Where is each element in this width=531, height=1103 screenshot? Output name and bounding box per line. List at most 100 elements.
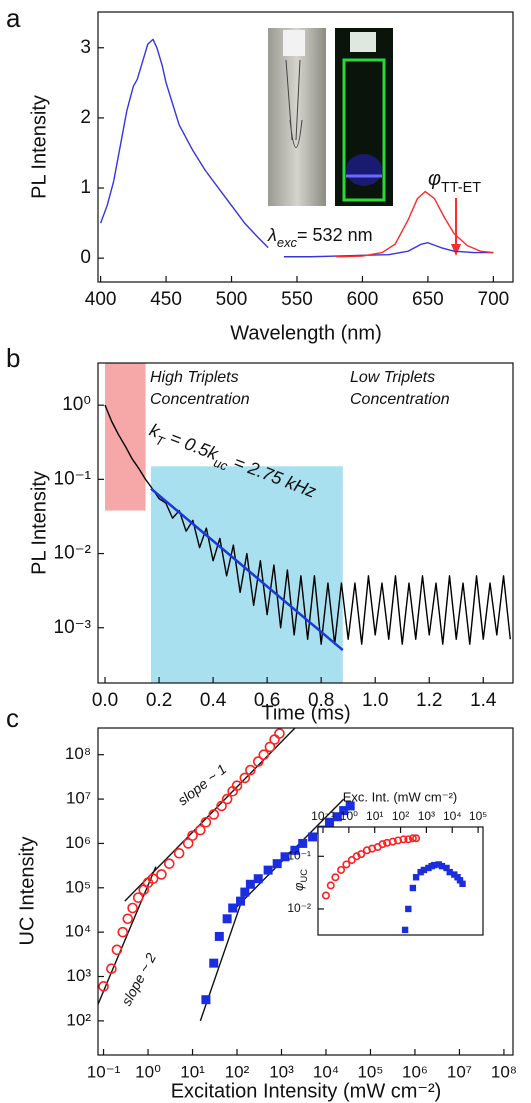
text-part: TT-ET (441, 180, 481, 196)
marker (404, 835, 413, 844)
marker (345, 801, 355, 811)
marker (446, 868, 453, 876)
shaded-region (105, 363, 146, 511)
text-part: uc (212, 455, 231, 474)
marker (216, 800, 227, 812)
region-label: High Triplets (150, 369, 239, 386)
x-axis-title: Time (ms) (261, 702, 350, 724)
x-tick-label: 0.6 (254, 690, 280, 711)
region-label: Concentration (350, 391, 450, 408)
x-tick-label: 10² (225, 1062, 250, 1081)
plot-frame (97, 362, 514, 684)
shaded-region (150, 466, 343, 683)
x-tick-label: 10⁵ (469, 809, 487, 823)
inset-background (318, 827, 483, 935)
marker (357, 850, 366, 859)
marker (308, 832, 318, 842)
x-tick-label: 10⁰ (340, 809, 358, 823)
marker (339, 806, 349, 816)
text-part: = 532 nm (297, 225, 373, 245)
x-tick-label: 10¹ (180, 1062, 205, 1081)
marker (438, 862, 446, 870)
photo-cuvette-uc (335, 28, 393, 206)
x-tick-label: 10³ (418, 809, 435, 823)
marker (435, 861, 442, 868)
marker (163, 858, 175, 869)
x-tick-label: 10⁴ (313, 1062, 339, 1081)
text-part: φ (291, 882, 306, 891)
x-tick-label: 0.8 (308, 690, 334, 711)
y-tick-label: 2 (80, 107, 91, 128)
x-tick-label: 10⁻¹ (311, 809, 335, 823)
marker (401, 926, 409, 934)
marker (187, 830, 198, 841)
x-tick-label: 0.0 (92, 690, 118, 711)
y-axis-title: UC Intensity (16, 837, 38, 946)
marker (117, 926, 129, 938)
marker (451, 871, 458, 878)
marker (331, 873, 340, 882)
y-tick-label: 10⁻³ (54, 617, 92, 638)
cap (350, 32, 376, 52)
panel-letter: a (6, 3, 21, 33)
cap (283, 30, 305, 56)
y-tick-label: 10⁶ (65, 833, 91, 852)
text-part: exc (277, 235, 298, 250)
y-axis-title: φUC (291, 869, 309, 891)
x-tick-label: 10¹ (366, 809, 383, 823)
marker (298, 838, 308, 848)
marker (132, 892, 144, 903)
plot-frame (97, 727, 514, 1056)
annotation: slope ~ 2 (118, 950, 159, 1008)
y-axis-title: PL Intensity (28, 471, 50, 575)
marker (408, 834, 417, 843)
marker (274, 728, 285, 739)
marker (106, 963, 117, 974)
x-tick-label: 600 (347, 289, 379, 310)
series-group (99, 38, 494, 258)
marker (200, 816, 212, 828)
x-tick-label: 400 (85, 289, 117, 310)
line (150, 487, 344, 652)
marker (280, 852, 290, 862)
x-tick-label: 1.4 (470, 690, 497, 711)
marker (326, 881, 335, 890)
glow (342, 58, 386, 202)
y-tick-label: 10⁵ (65, 877, 91, 896)
y-tick-label: 10⁻¹ (287, 848, 311, 862)
marker (388, 837, 397, 846)
x-tick-label: 10⁰ (135, 1062, 161, 1081)
line (124, 728, 296, 902)
x-tick-label: 10⁶ (402, 1062, 428, 1081)
panel-letter: c (6, 703, 19, 733)
x-tick-label: 10⁻¹ (87, 1062, 121, 1081)
marker (332, 812, 342, 822)
marker (221, 793, 233, 805)
marker (412, 874, 420, 881)
panel: 400 450 500 550 600 650 700 0 1 2 3 Wavelength (nm)… (6, 3, 514, 344)
y-tick-label: 10⁻² (54, 543, 92, 564)
y-tick-label: 10⁴ (65, 922, 91, 941)
text-part: λ (267, 225, 277, 245)
y-tick-label: 10⁻¹ (54, 468, 92, 489)
marker (272, 859, 282, 869)
panel: 10⁻¹ 10⁰ 10¹ 10² 10³ 10⁴ 10⁵ 10⁻¹ 10⁻² Exc. Int. … (287, 789, 487, 936)
x-tick-label: 0.2 (146, 690, 172, 711)
marker (264, 741, 276, 753)
marker (337, 865, 346, 874)
marker (98, 981, 109, 992)
marker (321, 891, 330, 900)
marker (222, 914, 232, 924)
marker (399, 835, 408, 844)
region-label: Low Triplets (350, 369, 435, 386)
line (98, 866, 157, 1007)
marker (122, 913, 134, 925)
x-tick-label: 700 (478, 289, 510, 310)
text-part: UC (299, 869, 309, 883)
marker (325, 817, 335, 827)
marker (182, 838, 194, 849)
marker (236, 896, 246, 906)
text-part: slope ~ 2 (118, 950, 159, 1008)
